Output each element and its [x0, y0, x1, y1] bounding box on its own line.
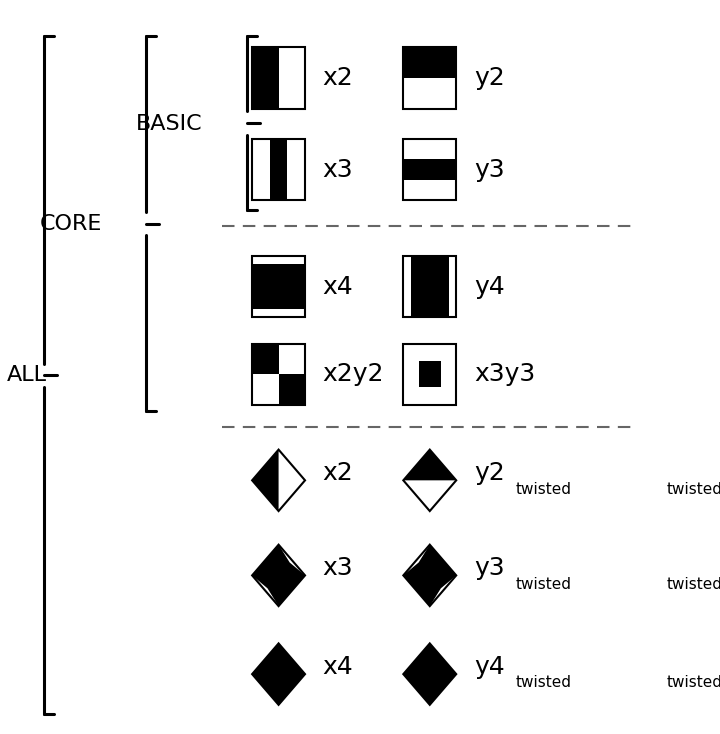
Text: x4: x4: [323, 275, 354, 299]
Text: twisted: twisted: [667, 675, 720, 690]
Bar: [279, 344, 305, 374]
Bar: [252, 48, 279, 109]
Polygon shape: [252, 575, 279, 606]
Text: y4: y4: [474, 655, 505, 679]
Bar: [252, 344, 305, 405]
Polygon shape: [403, 450, 456, 511]
Bar: [252, 256, 305, 317]
Bar: [252, 139, 270, 200]
Bar: [418, 361, 441, 388]
Text: CORE: CORE: [40, 214, 102, 233]
Text: x3y3: x3y3: [474, 363, 535, 386]
Bar: [279, 48, 305, 109]
Text: y3: y3: [474, 556, 505, 581]
Bar: [403, 139, 456, 159]
Bar: [252, 256, 305, 264]
Text: y2: y2: [474, 462, 505, 485]
Bar: [403, 48, 456, 78]
Bar: [403, 256, 456, 317]
Text: twisted: twisted: [667, 482, 720, 496]
Bar: [403, 78, 456, 109]
Text: BASIC: BASIC: [136, 114, 203, 134]
Text: x3: x3: [323, 158, 354, 181]
Text: twisted: twisted: [516, 675, 572, 690]
Text: y2: y2: [474, 66, 505, 90]
Bar: [252, 309, 305, 317]
Polygon shape: [252, 674, 279, 705]
Polygon shape: [430, 674, 456, 705]
Text: y4: y4: [474, 275, 505, 299]
Text: x2: x2: [323, 462, 354, 485]
Polygon shape: [403, 644, 456, 705]
Bar: [403, 159, 456, 180]
Text: x4: x4: [323, 655, 354, 679]
Bar: [252, 48, 305, 109]
Polygon shape: [252, 545, 305, 606]
Text: y3: y3: [474, 158, 505, 181]
Text: x2: x2: [323, 66, 354, 90]
Bar: [287, 139, 305, 200]
Polygon shape: [403, 545, 456, 606]
Text: x3: x3: [323, 556, 354, 581]
Polygon shape: [403, 450, 456, 480]
Polygon shape: [430, 575, 456, 606]
Bar: [403, 256, 410, 317]
Polygon shape: [403, 644, 430, 674]
Bar: [252, 374, 279, 405]
Bar: [410, 256, 449, 317]
Polygon shape: [279, 545, 305, 575]
Bar: [403, 139, 456, 200]
Text: twisted: twisted: [516, 577, 572, 592]
Polygon shape: [252, 450, 279, 511]
Polygon shape: [279, 644, 305, 674]
Polygon shape: [403, 545, 430, 575]
Text: twisted: twisted: [516, 482, 572, 496]
Bar: [403, 180, 456, 200]
Polygon shape: [252, 450, 305, 511]
Text: x2y2: x2y2: [323, 363, 384, 386]
Bar: [252, 344, 279, 374]
Bar: [403, 344, 456, 405]
Bar: [252, 139, 305, 200]
Bar: [449, 256, 456, 317]
Bar: [252, 264, 305, 309]
Polygon shape: [252, 644, 305, 705]
Bar: [279, 374, 305, 405]
Bar: [403, 48, 456, 109]
Text: twisted: twisted: [667, 577, 720, 592]
Text: ALL: ALL: [6, 365, 46, 385]
Bar: [270, 139, 287, 200]
